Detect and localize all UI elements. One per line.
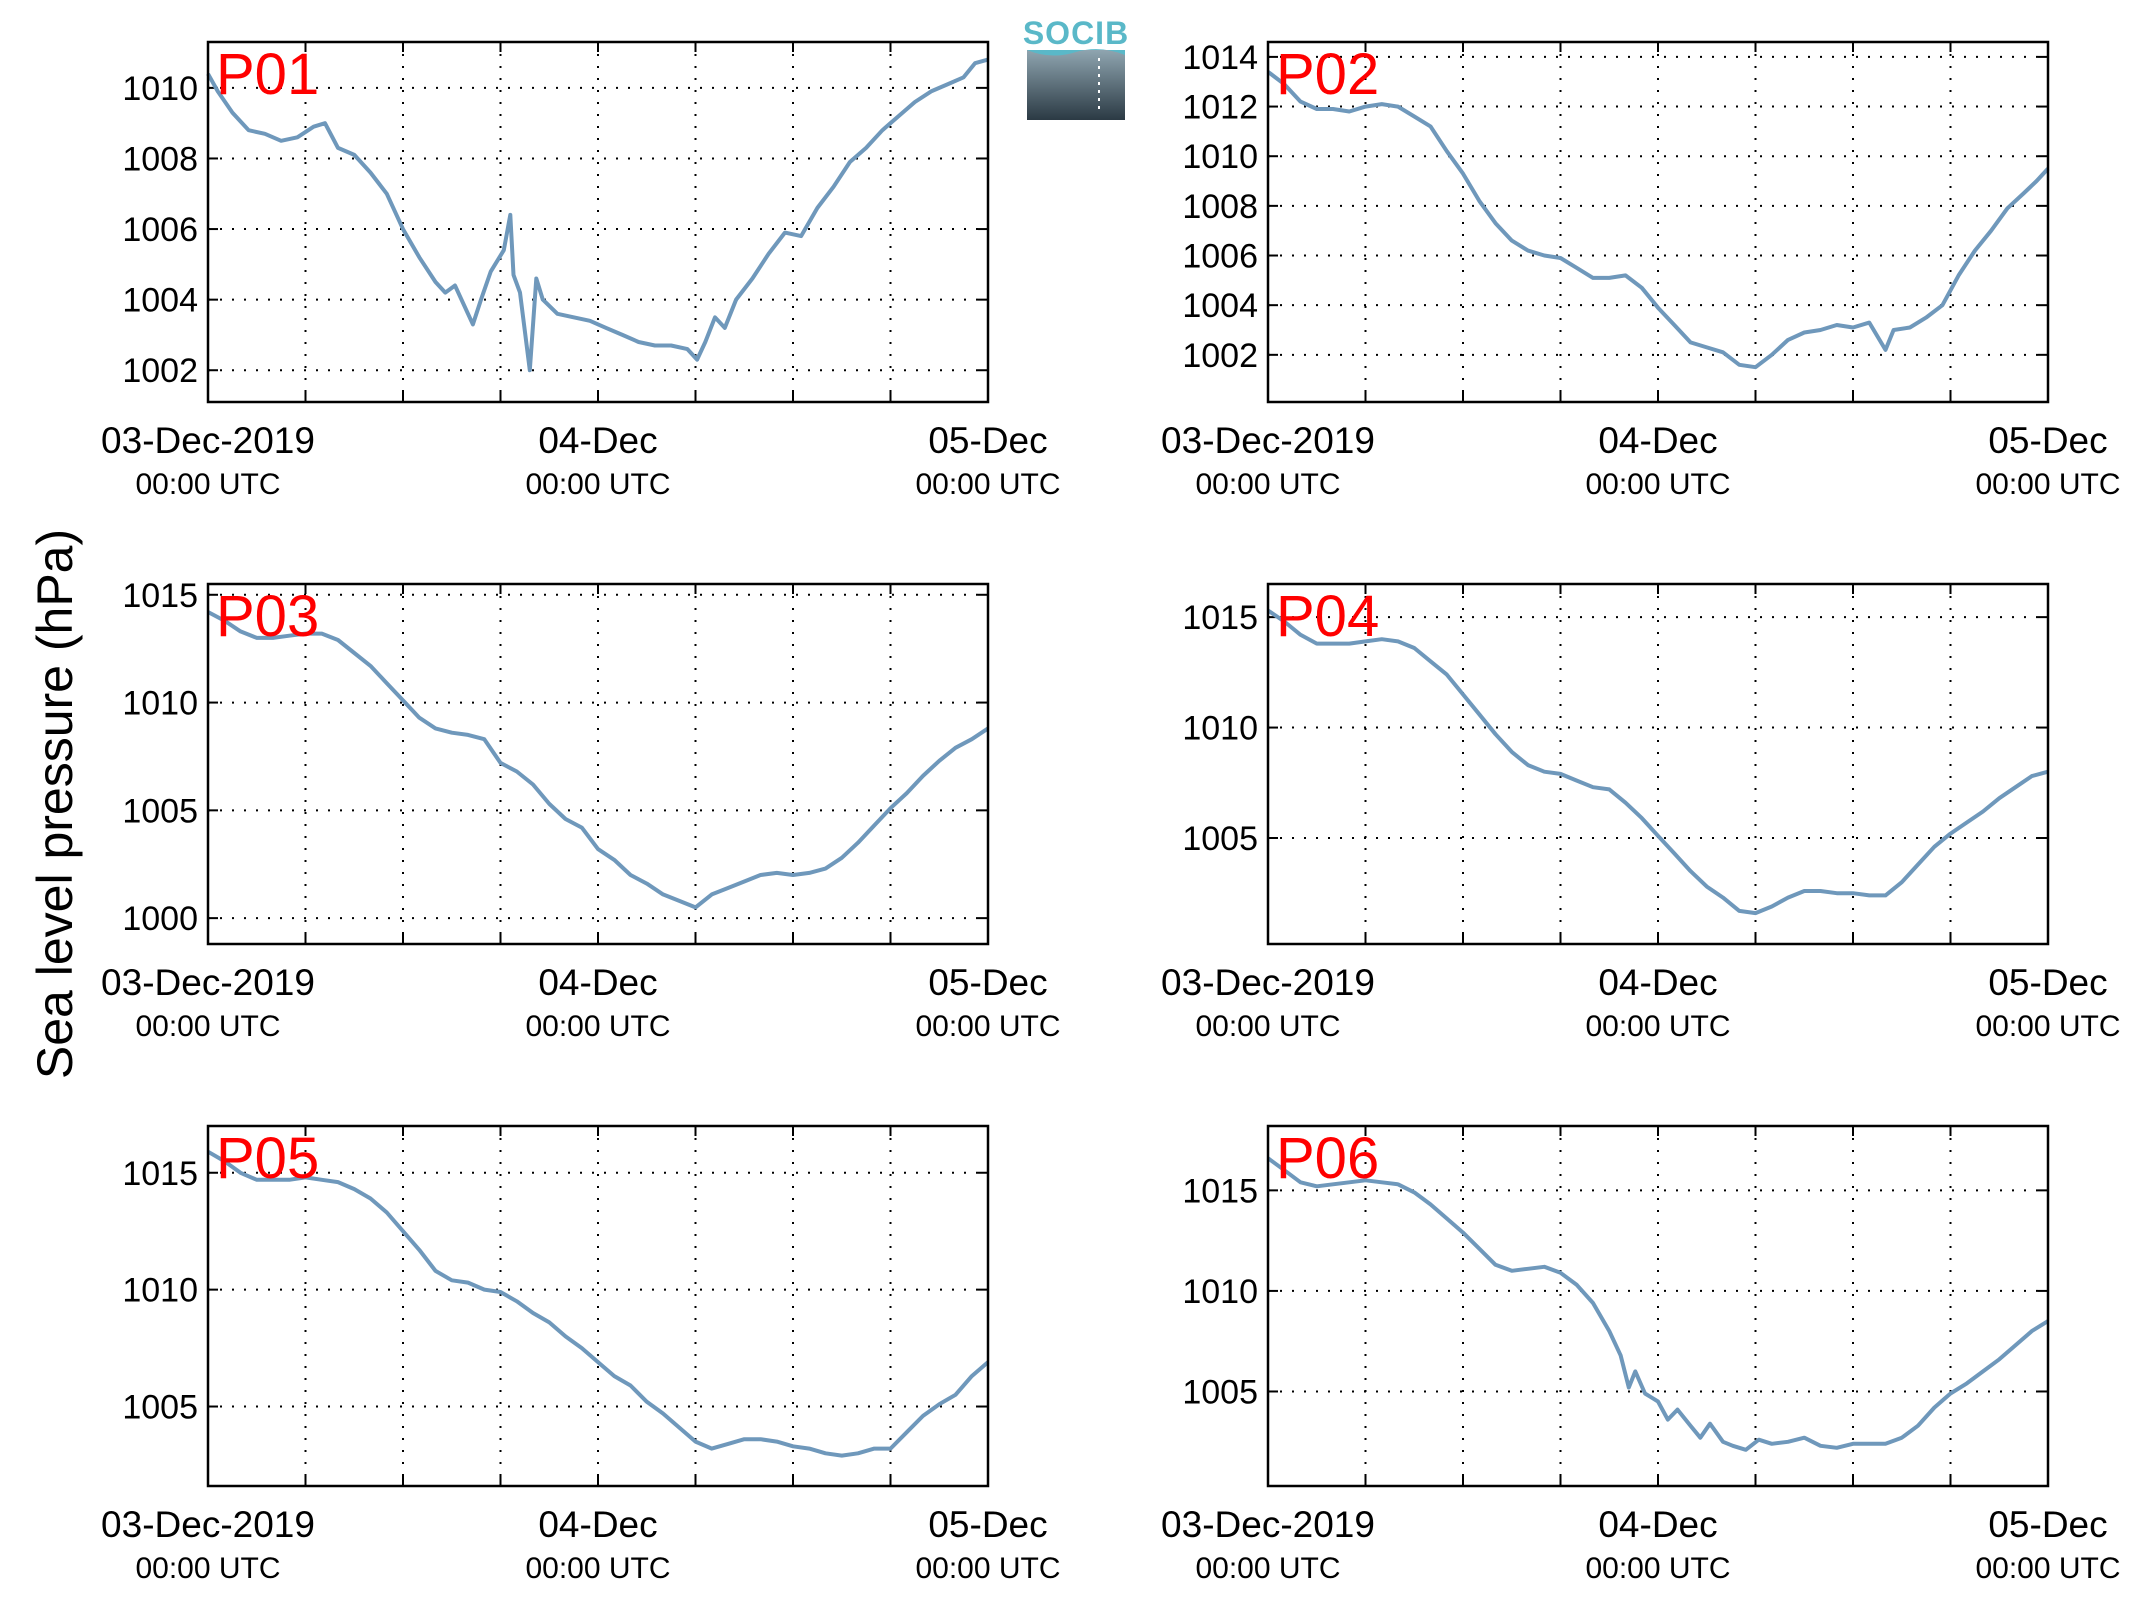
y-tick-label: 1015 bbox=[122, 577, 198, 615]
y-tick-label: 1008 bbox=[122, 140, 198, 178]
x-tick-label: 04-Dec bbox=[538, 420, 657, 461]
x-tick-sublabel: 00:00 UTC bbox=[1195, 468, 1340, 501]
y-tick-label: 1002 bbox=[1182, 337, 1258, 375]
y-tick-label: 1012 bbox=[1182, 89, 1258, 127]
x-tick-label: 05-Dec bbox=[928, 1504, 1047, 1545]
y-tick-label: 1005 bbox=[1182, 820, 1258, 858]
x-tick-label: 05-Dec bbox=[928, 962, 1047, 1003]
series-line-p01 bbox=[206, 57, 989, 373]
axes-frame bbox=[206, 40, 990, 404]
x-tick-label: 03-Dec-2019 bbox=[1161, 1504, 1375, 1545]
y-tick-label: 1010 bbox=[122, 1272, 198, 1310]
socib-logo: SOCIB bbox=[1023, 15, 1129, 120]
y-tick-label: 1010 bbox=[1182, 710, 1258, 748]
y-tick-label: 1010 bbox=[1182, 138, 1258, 176]
x-tick-sublabel: 00:00 UTC bbox=[1195, 1552, 1340, 1585]
y-tick-label: 1010 bbox=[122, 70, 198, 108]
x-tick-label: 05-Dec bbox=[928, 420, 1047, 461]
y-tick-label: 1015 bbox=[122, 1155, 198, 1193]
axes-frame bbox=[206, 582, 990, 946]
x-tick-label: 03-Dec-2019 bbox=[1161, 420, 1375, 461]
x-tick-sublabel: 00:00 UTC bbox=[525, 468, 670, 501]
x-tick-label: 04-Dec bbox=[1598, 420, 1717, 461]
y-tick-label: 1000 bbox=[122, 900, 198, 938]
y-tick-label: 1010 bbox=[122, 685, 198, 723]
panel-label: P03 bbox=[216, 584, 319, 649]
x-tick-label: 04-Dec bbox=[538, 962, 657, 1003]
logo-text: SOCIB bbox=[1023, 15, 1129, 51]
panel-p05: 1005 1010 1015 03-Dec-2019 00:00 UTC 04-Dec 00… bbox=[101, 1124, 1061, 1585]
x-tick-label: 04-Dec bbox=[1598, 1504, 1717, 1545]
y-tick-label: 1015 bbox=[1182, 599, 1258, 637]
y-tick-label: 1006 bbox=[1182, 238, 1258, 276]
x-tick-sublabel: 00:00 UTC bbox=[135, 1552, 280, 1585]
x-tick-sublabel: 00:00 UTC bbox=[525, 1010, 670, 1043]
x-tick-label: 04-Dec bbox=[538, 1504, 657, 1545]
axes-frame bbox=[1266, 582, 2050, 946]
y-tick-label: 1010 bbox=[1182, 1273, 1258, 1311]
x-tick-label: 03-Dec-2019 bbox=[101, 1504, 315, 1545]
series-line-p03 bbox=[207, 610, 990, 910]
y-tick-label: 1008 bbox=[1182, 188, 1258, 226]
x-tick-sublabel: 00:00 UTC bbox=[1975, 1010, 2120, 1043]
panel-label: P01 bbox=[216, 42, 319, 107]
y-tick-label: 1006 bbox=[122, 211, 198, 249]
panel-label: P06 bbox=[1276, 1126, 1379, 1191]
y-axis-label: Sea level pressure (hPa) bbox=[27, 529, 83, 1079]
x-tick-sublabel: 00:00 UTC bbox=[1585, 468, 1730, 501]
panel-label: P05 bbox=[216, 1126, 319, 1191]
panel-p01: 1002 1004 1006 1008 1010 03-Dec-2019 00:00 UTC… bbox=[101, 40, 1061, 501]
x-tick-sublabel: 00:00 UTC bbox=[525, 1552, 670, 1585]
x-tick-label: 03-Dec-2019 bbox=[101, 962, 315, 1003]
x-tick-sublabel: 00:00 UTC bbox=[915, 1552, 1060, 1585]
series-line-p06 bbox=[1266, 1156, 2050, 1452]
panel-label: P02 bbox=[1276, 42, 1379, 107]
x-tick-label: 05-Dec bbox=[1988, 962, 2107, 1003]
x-tick-sublabel: 00:00 UTC bbox=[135, 468, 280, 501]
panel-p04: 1005 1010 1015 03-Dec-2019 00:00 UTC 04-Dec 00… bbox=[1161, 582, 2121, 1043]
y-tick-label: 1014 bbox=[1182, 39, 1258, 77]
logo-block bbox=[1027, 50, 1125, 120]
y-tick-label: 1004 bbox=[122, 282, 198, 320]
axes-frame bbox=[1266, 40, 2050, 404]
y-tick-label: 1002 bbox=[122, 352, 198, 390]
y-tick-label: 1004 bbox=[1182, 287, 1258, 325]
series-line-p04 bbox=[1266, 608, 2049, 916]
x-tick-sublabel: 00:00 UTC bbox=[135, 1010, 280, 1043]
axes-frame bbox=[1266, 1124, 2050, 1488]
series-line-p05 bbox=[207, 1149, 990, 1458]
x-tick-sublabel: 00:00 UTC bbox=[1585, 1552, 1730, 1585]
panel-label: P04 bbox=[1276, 584, 1379, 649]
x-tick-sublabel: 00:00 UTC bbox=[915, 1010, 1060, 1043]
logo-wave bbox=[1027, 49, 1125, 56]
panels: 1002 1004 1006 1008 1010 03-Dec-2019 00:00 UTC… bbox=[101, 39, 2120, 1585]
x-tick-label: 05-Dec bbox=[1988, 1504, 2107, 1545]
panel-p06: 1005 1010 1015 03-Dec-2019 00:00 UTC 04-Dec 00… bbox=[1161, 1124, 2121, 1585]
axes-frame bbox=[206, 1124, 990, 1488]
y-tick-label: 1005 bbox=[122, 1389, 198, 1427]
y-tick-label: 1005 bbox=[122, 792, 198, 830]
x-tick-sublabel: 00:00 UTC bbox=[1975, 1552, 2120, 1585]
x-tick-sublabel: 00:00 UTC bbox=[915, 468, 1060, 501]
y-tick-label: 1015 bbox=[1182, 1172, 1258, 1210]
x-tick-label: 05-Dec bbox=[1988, 420, 2107, 461]
x-tick-label: 03-Dec-2019 bbox=[101, 420, 315, 461]
x-tick-sublabel: 00:00 UTC bbox=[1585, 1010, 1730, 1043]
panel-p03: 1000 1005 1010 1015 03-Dec-2019 00:00 UTC 04-D… bbox=[101, 577, 1060, 1043]
panel-p02: 1002 1004 1006 1008 1010 1012 1014 03-Dec-2019 0… bbox=[1161, 39, 2120, 501]
x-tick-label: 04-Dec bbox=[1598, 962, 1717, 1003]
x-tick-sublabel: 00:00 UTC bbox=[1195, 1010, 1340, 1043]
y-tick-label: 1005 bbox=[1182, 1373, 1258, 1411]
series-line-p02 bbox=[1266, 70, 2050, 370]
x-tick-sublabel: 00:00 UTC bbox=[1975, 468, 2120, 501]
x-tick-label: 03-Dec-2019 bbox=[1161, 962, 1375, 1003]
